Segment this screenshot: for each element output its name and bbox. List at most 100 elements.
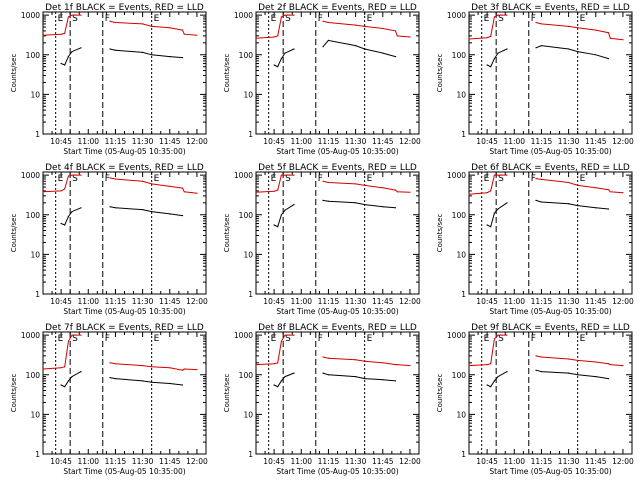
lld-data-point [183, 191, 185, 193]
y-tick-label: 10 [243, 410, 253, 419]
time-marker-label: E [580, 334, 586, 344]
events-data-point [114, 378, 116, 380]
events-series-line [486, 45, 609, 68]
events-series-line [486, 199, 609, 228]
lld-data-point [142, 365, 144, 367]
y-tick-label: 100 [452, 51, 467, 60]
x-tick-label: 11:15 [531, 137, 553, 146]
events-data-point [142, 51, 144, 54]
x-tick-label: 11:45 [372, 297, 394, 306]
lld-data-point [493, 338, 495, 340]
y-tick-label: 10 [456, 250, 466, 259]
y-tick-label: 1 [248, 290, 253, 299]
lld-data-point [394, 189, 397, 191]
x-tick-label: 10:45 [50, 297, 72, 306]
events-data-point [109, 377, 111, 379]
time-marker-label: S [285, 334, 291, 344]
events-data-point [114, 207, 116, 209]
events-data-point [493, 380, 495, 382]
time-marker-label: E [484, 174, 490, 184]
events-data-point [327, 200, 329, 202]
lld-data-point [67, 175, 69, 177]
time-marker-label: F [318, 174, 323, 184]
events-data-point [71, 211, 73, 213]
lld-data-point [273, 363, 275, 365]
lld-data-point [142, 180, 144, 182]
lld-data-point [506, 14, 508, 16]
events-data-point [364, 48, 366, 50]
lld-data-point [273, 36, 275, 38]
x-tick-label: 11:15 [531, 297, 553, 306]
lld-data-point [80, 174, 82, 176]
x-tick-label: 11:00 [503, 457, 525, 466]
x-axis-label: Start Time (05-Aug-05 10:35:00) [63, 307, 185, 316]
events-data-point [64, 386, 66, 388]
events-data-point [607, 208, 610, 210]
lld-data-point [595, 361, 597, 363]
events-data-point [181, 57, 184, 59]
lld-data-point [255, 191, 257, 193]
events-data-point [568, 203, 570, 205]
events-data-point [486, 64, 488, 66]
x-tick-label: 11:45 [159, 297, 181, 306]
panel-title: Det 5f BLACK = Events, RED = LLD [258, 163, 417, 173]
lld-data-point [609, 364, 611, 366]
lld-series-line [468, 334, 623, 367]
lld-series-line [468, 174, 623, 195]
events-data-point [322, 372, 324, 374]
lld-data-point [280, 174, 282, 176]
x-tick-label: 11:00 [77, 457, 99, 466]
panel-title: Det 8f BLACK = Events, RED = LLD [258, 323, 417, 333]
lld-data-point [609, 37, 611, 39]
x-tick-label: 10:45 [476, 297, 498, 306]
panel-title: Det 6f BLACK = Events, RED = LLD [471, 163, 630, 173]
events-data-point [151, 381, 153, 383]
y-tick-label: 100 [239, 51, 254, 60]
lld-data-point [493, 16, 495, 18]
events-data-point [607, 58, 610, 60]
events-data-point [577, 51, 579, 53]
x-tick-label: 11:45 [585, 297, 607, 306]
lld-data-point [595, 29, 597, 31]
y-axis-label: Counts/sec [436, 54, 444, 93]
lld-data-point [607, 189, 610, 191]
x-tick-label: 10:45 [263, 137, 285, 146]
x-tick-label: 12:00 [399, 457, 421, 466]
x-tick-label: 12:00 [186, 297, 208, 306]
time-marker-label: S [72, 14, 78, 24]
lld-data-point [327, 357, 329, 359]
lld-data-point [540, 23, 542, 25]
events-data-point [595, 376, 597, 378]
lld-series-line [42, 174, 197, 194]
x-tick-label: 11:45 [159, 137, 181, 146]
x-tick-label: 11:30 [345, 137, 367, 146]
x-tick-label: 11:00 [290, 297, 312, 306]
lld-data-point [355, 24, 357, 26]
lld-series-line [255, 334, 410, 367]
events-data-point [60, 222, 62, 225]
events-data-point [64, 64, 66, 66]
lld-data-point [114, 363, 116, 365]
lld-data-point [355, 183, 357, 185]
lld-data-point [396, 364, 398, 366]
lld-data-point [169, 185, 171, 187]
lld-data-point [568, 25, 570, 27]
y-tick-label: 10 [456, 90, 466, 99]
lld-data-point [382, 362, 384, 364]
lld-data-point [490, 35, 492, 38]
lld-data-point [181, 187, 184, 189]
events-data-point [293, 48, 295, 50]
lld-data-point [64, 366, 66, 368]
y-tick-label: 1 [248, 130, 253, 139]
events-data-point [327, 39, 329, 42]
lld-data-point [169, 367, 171, 369]
y-tick-label: 10 [456, 410, 466, 419]
events-data-point [506, 48, 508, 50]
events-data-point [382, 52, 384, 54]
lld-data-point [322, 180, 324, 182]
y-tick-label: 1000 [234, 171, 253, 180]
lld-data-point [109, 362, 111, 364]
events-data-point [273, 64, 275, 66]
events-data-point [273, 384, 275, 386]
plot-frame [468, 331, 633, 455]
